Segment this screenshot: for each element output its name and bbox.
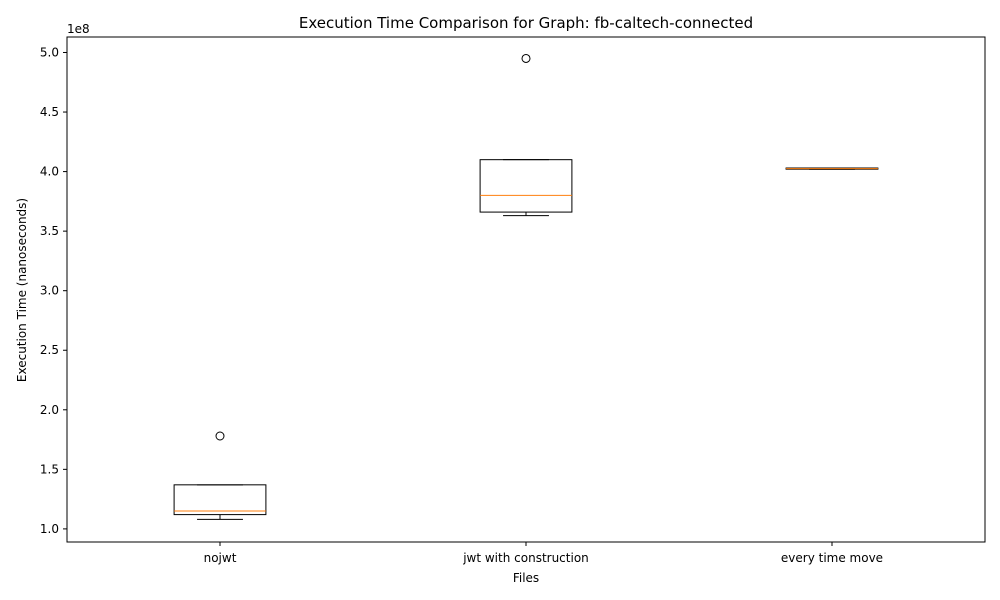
box	[479, 159, 573, 213]
x-tick-label: every time move	[781, 551, 883, 565]
y-axis-label: Execution Time (nanoseconds)	[15, 198, 29, 382]
chart-title: Execution Time Comparison for Graph: fb-…	[299, 14, 753, 32]
y-tick-label: 2.5	[40, 343, 59, 357]
y-tick-label: 1.0	[40, 522, 59, 536]
y-tick-label: 5.0	[40, 45, 59, 59]
outlier-point	[215, 431, 225, 441]
y-axis-offset-label: 1e8	[67, 22, 90, 36]
box-group-0	[173, 431, 267, 520]
x-tick-label: jwt with construction	[462, 551, 589, 565]
y-tick-label: 3.5	[40, 224, 59, 238]
y-tick-label: 3.0	[40, 284, 59, 298]
plot-frame	[66, 36, 986, 543]
box-group-1	[479, 53, 573, 217]
x-tick-label: nojwt	[204, 551, 237, 565]
y-tick-label: 4.5	[40, 105, 59, 119]
y-tick-label: 2.0	[40, 403, 59, 417]
y-tick-label: 1.5	[40, 462, 59, 476]
outlier-point	[521, 53, 531, 63]
plot-area	[173, 53, 879, 520]
box	[173, 484, 267, 516]
box-group-2	[785, 167, 879, 170]
axes: 1.0 1.5 2.0 2.5 3.0 3.5 4.0 4.5 5.0 nojwt jwt with…	[40, 45, 883, 565]
x-axis-label: Files	[513, 571, 539, 585]
y-tick-label: 4.0	[40, 165, 59, 179]
